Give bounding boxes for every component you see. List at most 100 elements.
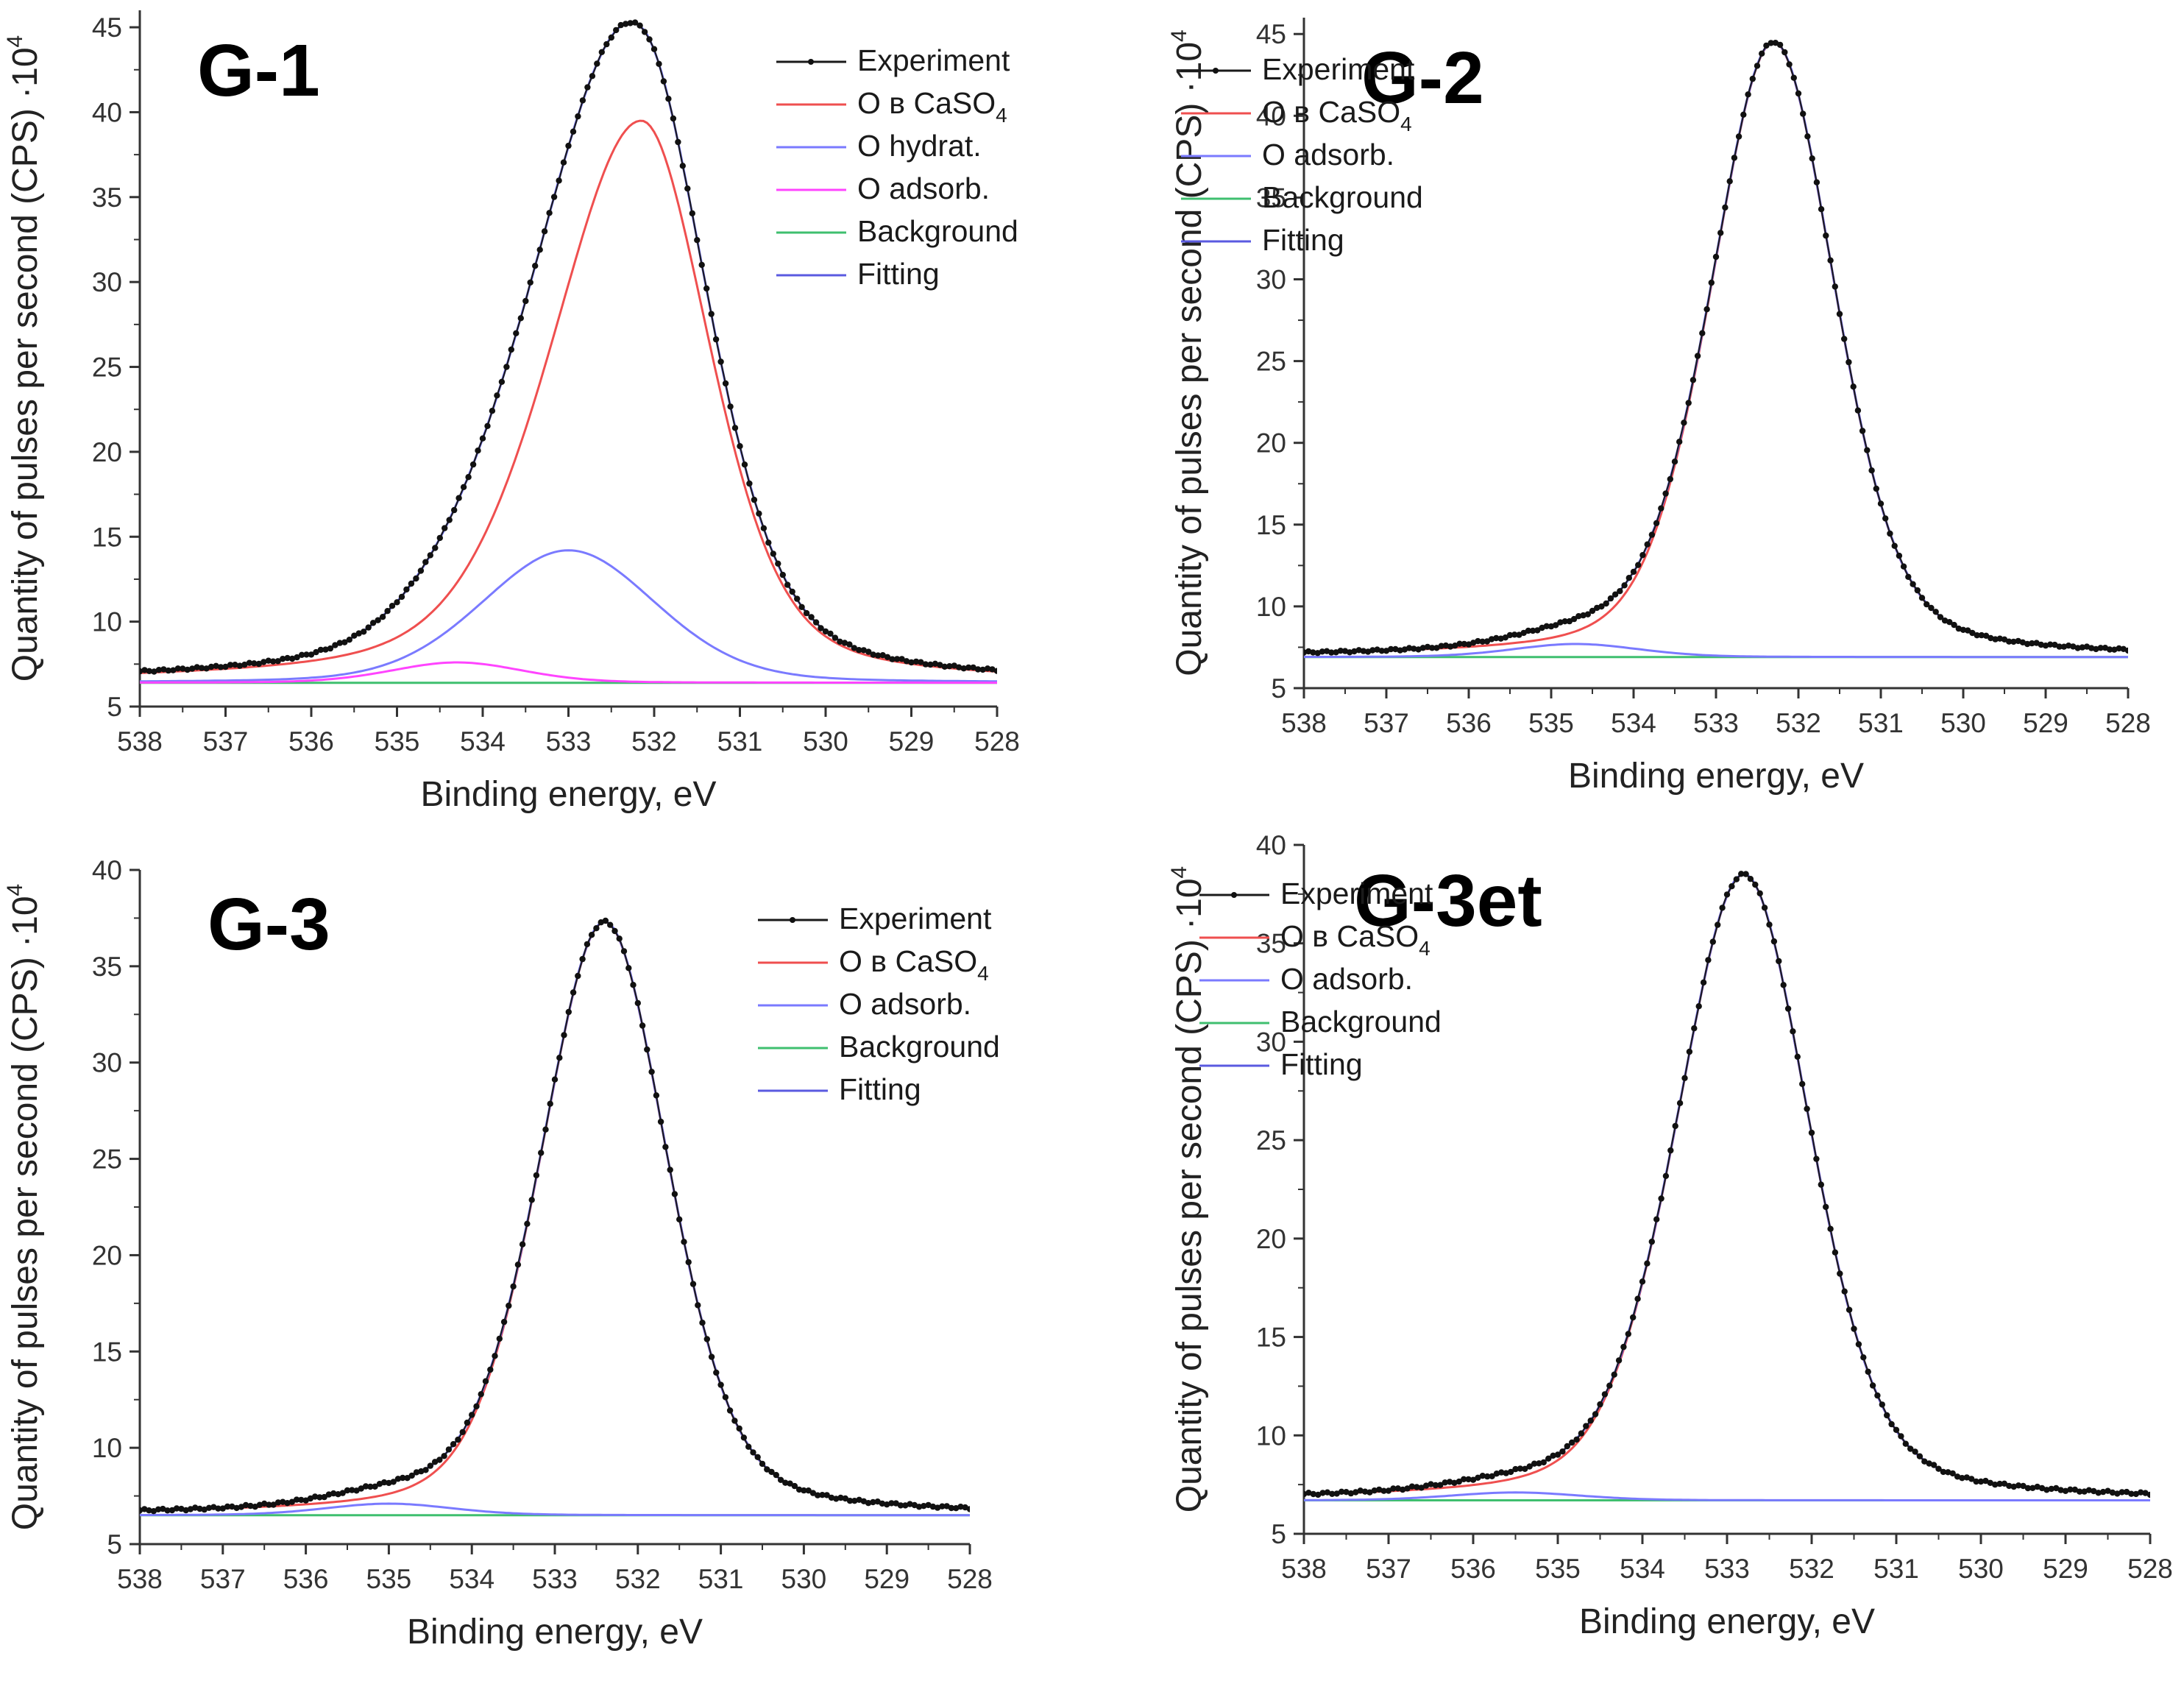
experiment-point: [1394, 1485, 1402, 1492]
experiment-point: [1924, 601, 1930, 608]
experiment-point: [1715, 921, 1721, 928]
x-tick-label: 536: [288, 726, 334, 757]
experiment-point: [1823, 232, 1829, 239]
experiment-point: [2010, 638, 2017, 645]
experiment-point: [1907, 1445, 1914, 1452]
experiment-point: [1606, 1382, 1613, 1389]
x-tick-label: 530: [1958, 1554, 2004, 1584]
experiment-point: [442, 525, 448, 531]
legend-label-subscript: 4: [996, 104, 1007, 127]
experiment-point: [1705, 957, 1712, 963]
experiment-point: [436, 1457, 443, 1463]
experiment-point: [2091, 1487, 2097, 1495]
experiment-point: [1959, 1475, 1965, 1482]
experiment-point: [775, 560, 781, 567]
experiment-point: [160, 666, 167, 673]
experiment-point: [547, 1100, 553, 1107]
experiment-point: [1516, 631, 1522, 638]
experiment-point: [957, 1504, 964, 1510]
experiment-point: [1827, 257, 1834, 263]
experiment-point: [473, 1403, 480, 1410]
experiment-point: [551, 1076, 559, 1083]
x-tick-label: 531: [1873, 1554, 1919, 1584]
experiment-point: [736, 1425, 742, 1432]
experiment-point: [613, 26, 620, 34]
experiment-point: [828, 1494, 835, 1501]
experiment-point: [2001, 1480, 2008, 1487]
experiment-point: [662, 1144, 669, 1150]
experiment-point: [782, 1479, 789, 1486]
y-tick-label: 10: [92, 1433, 122, 1463]
experiment-point: [1884, 1412, 1890, 1419]
legend-label-2: O в CaSO4: [1262, 95, 1412, 135]
experiment-point: [1940, 1468, 1947, 1476]
experiment-point: [346, 637, 352, 643]
y-tick-label: 25: [1256, 1125, 1286, 1156]
experiment-point: [1452, 643, 1458, 649]
experiment-point: [482, 1378, 489, 1384]
experiment-point: [1877, 500, 1885, 507]
legend-label-text: O в CaSO: [1262, 95, 1400, 129]
experiment-point: [1319, 648, 1326, 655]
experiment-point: [1949, 1470, 1956, 1477]
experiment-point: [1433, 645, 1440, 651]
experiment-point: [689, 1281, 697, 1287]
experiment-point: [322, 646, 329, 653]
legend-label-2: O в CaSO4: [839, 944, 989, 985]
experiment-point: [740, 1434, 748, 1441]
experiment-point: [224, 1503, 231, 1510]
experiment-point: [1898, 1433, 1904, 1440]
experiment-point: [2024, 640, 2031, 648]
experiment-point: [293, 1496, 300, 1503]
legend-label-5: Fitting: [1280, 1047, 1363, 1081]
experiment-point: [1978, 631, 1985, 639]
experiment-point: [570, 989, 577, 996]
y-axis-title: Quantity of pulses per second (CPS) ·104: [1167, 29, 1209, 676]
experiment-point: [1644, 541, 1651, 548]
experiment-point: [1729, 883, 1735, 890]
experiment-point: [703, 285, 710, 292]
experiment-point: [1860, 1354, 1867, 1361]
experiment-point: [1982, 632, 1990, 639]
experiment-point: [1969, 629, 1976, 637]
experiment-point: [1545, 1455, 1552, 1462]
x-axis-title: Binding energy, eV: [1579, 1602, 1875, 1641]
y-axis-title-main: Quantity of pulses per second (CPS) ·10: [6, 47, 45, 682]
experiment-point: [2138, 1489, 2144, 1496]
experiment-point: [731, 1418, 738, 1424]
y-axis-title-main: Quantity of pulses per second (CPS) ·10: [6, 896, 45, 1530]
x-tick-label: 536: [283, 1564, 329, 1594]
experiment-point: [979, 666, 986, 673]
experiment-point: [478, 1391, 484, 1398]
experiment-point: [389, 603, 396, 609]
experiment-point: [594, 60, 600, 67]
legend-label-2: O в CaSO4: [857, 86, 1007, 127]
experiment-point: [856, 1496, 862, 1504]
experiment-point: [1475, 1474, 1481, 1482]
experiment-point: [1937, 614, 1944, 620]
experiment-point: [915, 1504, 923, 1510]
experiment-point: [841, 640, 848, 646]
experiment-point: [777, 1476, 784, 1484]
x-axis-title: Binding energy, eV: [420, 775, 716, 814]
y-tick-label: 25: [1256, 347, 1286, 377]
experiment-point: [641, 29, 648, 35]
series-peak-2-line: [1304, 643, 2128, 659]
experiment-point: [2056, 643, 2063, 650]
experiment-point: [344, 1487, 351, 1494]
experiment-point: [1932, 609, 1939, 615]
experiment-point: [822, 628, 829, 635]
experiment-point: [1310, 649, 1316, 656]
experiment-point: [550, 194, 558, 200]
experiment-point: [851, 645, 858, 651]
experiment-point: [2024, 1484, 2032, 1492]
experiment-point: [1926, 1460, 1932, 1467]
x-tick-label: 535: [375, 726, 420, 757]
y-tick-label: 15: [92, 1337, 122, 1367]
experiment-point: [1484, 1473, 1491, 1480]
experiment-point: [657, 1118, 664, 1125]
experiment-point: [773, 1471, 780, 1479]
experiment-point: [213, 662, 219, 669]
experiment-point: [1617, 588, 1623, 595]
experiment-point: [386, 1479, 392, 1487]
